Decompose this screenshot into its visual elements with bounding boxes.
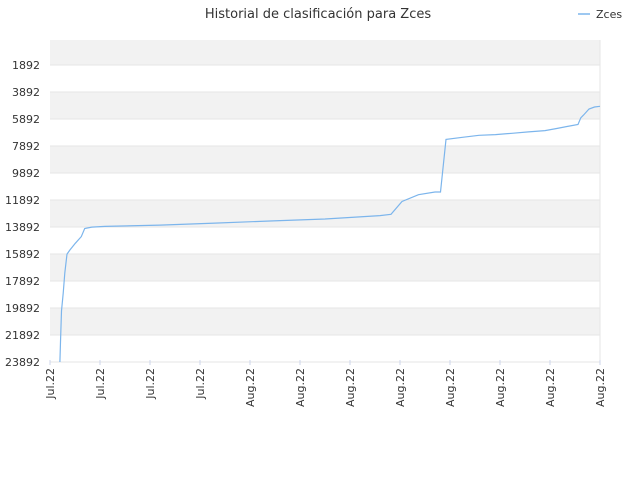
plot-band bbox=[50, 92, 600, 119]
y-tick-label: 7892 bbox=[12, 140, 40, 153]
y-tick-label: 23892 bbox=[5, 356, 40, 369]
plot-band bbox=[50, 281, 600, 308]
plot-band bbox=[50, 173, 600, 200]
y-tick-label: 15892 bbox=[5, 248, 40, 261]
chart-title: Historial de clasificación para Zces bbox=[205, 7, 431, 22]
y-tick-label: 19892 bbox=[5, 302, 40, 315]
x-tick-label: Aug.22 bbox=[544, 368, 557, 407]
plot-band bbox=[50, 119, 600, 146]
y-tick-label: 1892 bbox=[12, 59, 40, 72]
x-tick-label: Aug.22 bbox=[244, 368, 257, 407]
x-tick-label: Aug.22 bbox=[494, 368, 507, 407]
plot-band bbox=[50, 335, 600, 362]
x-tick-label: Aug.22 bbox=[344, 368, 357, 407]
x-tick-label: Aug.22 bbox=[294, 368, 307, 407]
y-tick-label: 13892 bbox=[5, 221, 40, 234]
y-axis-ticks: 1892 3892 5892 7892 9892 11892 13892 15892 17892… bbox=[5, 59, 40, 369]
plot-band bbox=[50, 254, 600, 281]
plot-bands bbox=[50, 40, 600, 362]
plot-band bbox=[50, 146, 600, 173]
x-tick-label: Jul.22 bbox=[44, 368, 57, 400]
y-tick-label: 9892 bbox=[12, 167, 40, 180]
x-axis-ticks: Jul.22 Jul.22 Jul.22 Jul.22 Aug.22 Aug.22 Aug.… bbox=[44, 360, 607, 407]
plot-band bbox=[50, 308, 600, 335]
plot-band bbox=[50, 40, 600, 65]
x-tick-label: Aug.22 bbox=[594, 368, 607, 407]
x-tick-label: Aug.22 bbox=[444, 368, 457, 407]
y-tick-label: 5892 bbox=[12, 113, 40, 126]
legend-label-zces: Zces bbox=[596, 8, 622, 21]
x-tick-label: Jul.22 bbox=[144, 368, 157, 400]
legend[interactable]: Zces bbox=[578, 8, 622, 21]
y-tick-label: 11892 bbox=[5, 194, 40, 207]
y-tick-label: 21892 bbox=[5, 329, 40, 342]
x-tick-label: Aug.22 bbox=[394, 368, 407, 407]
plot-band bbox=[50, 227, 600, 254]
plot-band bbox=[50, 65, 600, 92]
x-tick-label: Jul.22 bbox=[194, 368, 207, 400]
x-tick-label: Jul.22 bbox=[94, 368, 107, 400]
series-line-zces bbox=[59, 105, 601, 363]
plot-band bbox=[50, 200, 600, 227]
y-tick-label: 3892 bbox=[12, 86, 40, 99]
gridlines bbox=[50, 40, 601, 363]
y-tick-label: 17892 bbox=[5, 275, 40, 288]
